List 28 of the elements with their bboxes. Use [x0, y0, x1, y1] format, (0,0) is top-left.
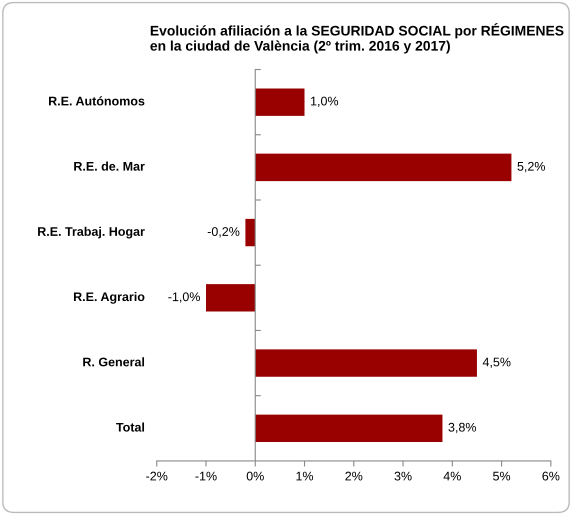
data-label: 4,5%	[482, 358, 511, 368]
bar	[206, 284, 256, 312]
x-tick-label: -1%	[195, 472, 217, 480]
bar	[255, 88, 305, 116]
x-tick-label: 4%	[444, 472, 461, 480]
x-tick-label: -2%	[146, 472, 168, 480]
bar	[255, 154, 512, 182]
x-tick-label: 3%	[394, 472, 412, 481]
bar	[245, 218, 256, 246]
chart-title: Evolución afiliación a la SEGURIDAD SOCIAL por RÉGIMENES en la ciudad de València (2º trim. 2016 y 2017)	[150, 23, 564, 54]
x-tick-label: 5%	[493, 472, 510, 481]
y-tick-label: R.E. de. Mar	[74, 162, 145, 171]
data-label: -0,2%	[208, 227, 240, 238]
y-tick-label: R.E. Autónomos	[48, 96, 144, 106]
y-tick-label: Total	[116, 422, 144, 432]
bar	[255, 414, 442, 442]
x-tick-label: 2%	[345, 472, 362, 480]
data-label: 5,2%	[517, 162, 546, 172]
data-label: 3,8%	[448, 422, 476, 434]
bar	[255, 349, 477, 377]
x-tick-label: 1%	[296, 472, 314, 480]
data-label: 1,0%	[311, 96, 338, 107]
data-label: -1,0%	[168, 292, 200, 303]
x-tick-label: 6%	[542, 472, 560, 481]
x-tick-label: 0%	[246, 472, 264, 481]
y-tick-label: R.E. Agrario	[74, 292, 144, 304]
y-tick-label: R.E. Trabaj. Hogar	[38, 226, 145, 238]
y-tick-label: R. General	[83, 357, 144, 366]
